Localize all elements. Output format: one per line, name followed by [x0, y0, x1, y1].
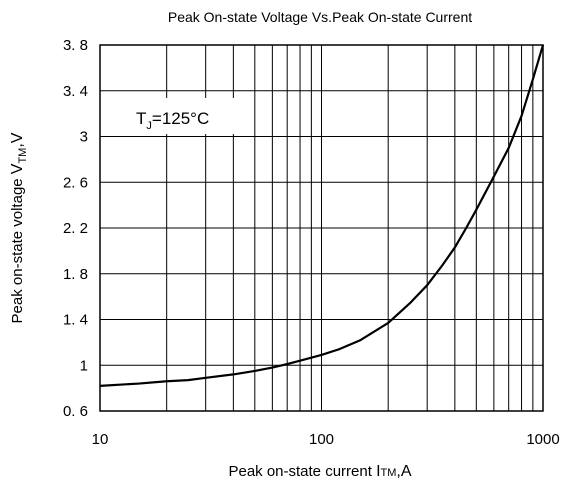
series-line	[99, 44, 545, 387]
x-tick-label: 1000	[526, 431, 559, 448]
series	[99, 44, 545, 387]
x-tick-labels: 10 100 1000	[92, 431, 560, 448]
y-tick-label: 2. 6	[63, 174, 88, 191]
y-tick-label: 1	[80, 357, 88, 374]
chart-title: Peak On-state Voltage Vs.Peak On-state C…	[168, 9, 472, 25]
grid	[99, 44, 544, 412]
y-tick-label: 3	[80, 129, 88, 146]
y-tick-label: 2. 2	[63, 220, 88, 237]
y-tick-labels: 0. 6 1 1. 4 1. 8 2. 2 2. 6 3 3. 4 3. 8	[63, 37, 88, 420]
annotation-text: TJ=125°C	[136, 109, 209, 132]
y-tick-label: 3. 4	[63, 83, 88, 100]
x-tick-label: 100	[309, 431, 334, 448]
y-tick-label: 3. 8	[63, 37, 88, 54]
annotation-box	[127, 98, 245, 134]
y-axis-label: Peak on-state voltage VTM,V	[9, 132, 29, 323]
x-axis-label: Peak on-state current ITM,A	[228, 463, 411, 480]
x-tick-label: 10	[92, 431, 109, 448]
y-tick-label: 0. 6	[63, 403, 88, 420]
y-tick-label: 1. 4	[63, 312, 88, 329]
y-tick-label: 1. 8	[63, 266, 88, 283]
plot-frame	[99, 44, 544, 412]
